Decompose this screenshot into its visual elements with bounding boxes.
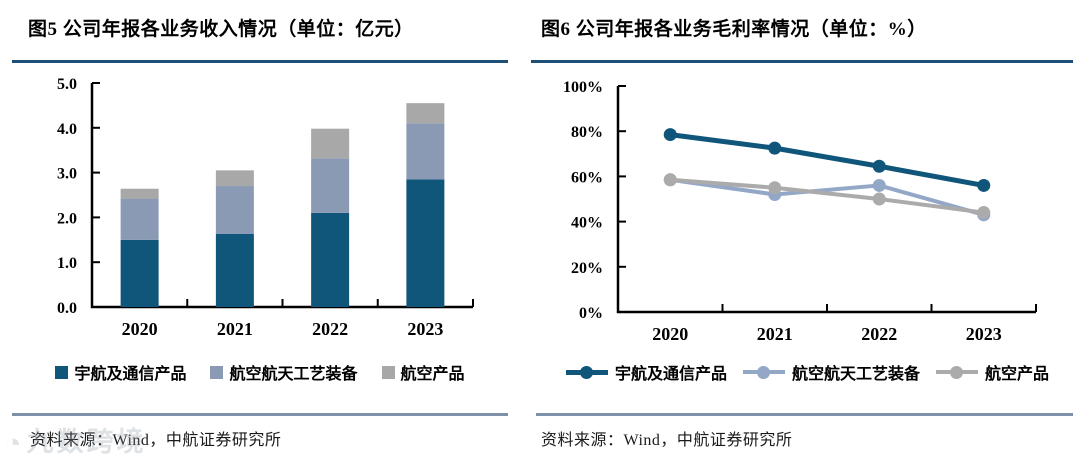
y-tick-label: 3.0 <box>57 166 77 183</box>
y-tick-label: 20% <box>571 260 603 277</box>
figure6-title-rule <box>531 60 1073 63</box>
legend-line-marker-gray <box>936 366 978 379</box>
legend-line-marker-steel-blue <box>742 366 785 379</box>
figure5-source-note: 资料来源：Wind，中航证券研究所 <box>30 432 282 449</box>
y-tick-label: 4.0 <box>57 121 77 138</box>
bar-segment <box>120 239 159 307</box>
legend-item-craft-equipment: 航空航天工艺装备 <box>742 360 920 384</box>
bar-segment <box>215 186 254 234</box>
bar-segment <box>120 198 159 240</box>
data-point-marker <box>663 173 677 187</box>
legend-label: 宇航及通信产品 <box>74 366 187 383</box>
y-tick-label: 100% <box>563 79 603 96</box>
legend-label: 航空产品 <box>400 366 465 383</box>
line-series <box>667 132 987 188</box>
bar-segment <box>311 158 350 213</box>
data-point-marker <box>872 178 886 192</box>
x-tick-label: 2020 <box>122 319 158 339</box>
bar-segment <box>406 103 445 124</box>
y-tick-label: 0.0 <box>57 300 77 317</box>
data-point-marker <box>768 141 782 155</box>
data-point-marker <box>872 159 886 173</box>
legend-item-aviation-products: 航空产品 <box>381 360 465 384</box>
figure6-title: 图6 公司年报各业务毛利率情况（单位：%） <box>541 19 927 40</box>
axis <box>616 86 1036 314</box>
data-point-marker <box>768 181 782 195</box>
x-tick-label: 2022 <box>861 324 897 344</box>
data-point-marker <box>977 178 991 192</box>
legend-item-aviation-products: 航空产品 <box>936 360 1049 384</box>
x-tick-label: 2021 <box>757 324 793 344</box>
legend-label: 航空产品 <box>985 366 1050 383</box>
figure6-footer-rule <box>536 413 1073 416</box>
data-point-marker <box>663 128 677 142</box>
figure6-legend: 宇航及通信产品 航空航天工艺装备 航空产品 <box>540 360 1075 384</box>
figure5-title: 图5 公司年报各业务收入情况（单位：亿元） <box>28 19 414 40</box>
legend-label: 航空航天工艺装备 <box>229 366 358 383</box>
bar-segment <box>311 212 350 307</box>
bar-segment <box>120 188 159 199</box>
x-tick-label: 2023 <box>966 324 1002 344</box>
watermark-logo-icon: ◔ <box>4 428 25 460</box>
gross-margin-line-chart: 0% 20% 40% 60% 80% 100% 2020 2021 2022 2023 <box>563 79 1037 344</box>
y-tick-label: 0% <box>579 305 603 322</box>
line-series <box>668 177 986 215</box>
line-series <box>668 177 986 217</box>
revenue-stacked-bar-chart: 0.0 1.0 2.0 3.0 4.0 5.0 2020 2021 2022 2023 <box>57 76 474 339</box>
legend-label: 航空航天工艺装备 <box>791 366 920 383</box>
legend-item-aerospace-communication: 宇航及通信产品 <box>55 360 186 384</box>
figure6-source-note: 资料来源：Wind，中航证券研究所 <box>541 432 793 449</box>
legend-item-craft-equipment: 航空航天工艺装备 <box>210 360 358 384</box>
legend-swatch-gray <box>381 365 395 379</box>
x-tick-label: 2022 <box>312 319 348 339</box>
figure5-footer-rule <box>12 413 508 416</box>
y-tick-label: 2.0 <box>57 210 77 227</box>
bar-segment <box>406 179 445 307</box>
legend-label: 宇航及通信产品 <box>614 366 727 383</box>
x-tick-label: 2021 <box>217 319 253 339</box>
bar-segment <box>311 128 350 159</box>
bar-segment <box>215 170 254 187</box>
y-tick-label: 60% <box>571 169 603 186</box>
legend-swatch-steel-blue <box>210 365 224 379</box>
y-tick-label: 1.0 <box>57 255 77 272</box>
y-tick-label: 5.0 <box>57 76 77 93</box>
figure5-legend: 宇航及通信产品 航空航天工艺装备 航空产品 <box>10 360 510 384</box>
legend-swatch-dark-blue <box>55 365 69 379</box>
bar-segment <box>406 123 445 180</box>
legend-line-marker-dark-blue <box>565 365 608 379</box>
data-point-marker <box>872 192 886 206</box>
y-tick-label: 40% <box>571 215 603 232</box>
data-point-marker <box>977 206 991 220</box>
bar-segment <box>215 233 254 307</box>
x-tick-label: 2020 <box>652 324 688 344</box>
figure5-title-rule <box>12 60 508 63</box>
x-tick-label: 2023 <box>407 319 443 339</box>
legend-item-aerospace-communication: 宇航及通信产品 <box>565 360 727 384</box>
y-tick-label: 80% <box>571 124 603 141</box>
